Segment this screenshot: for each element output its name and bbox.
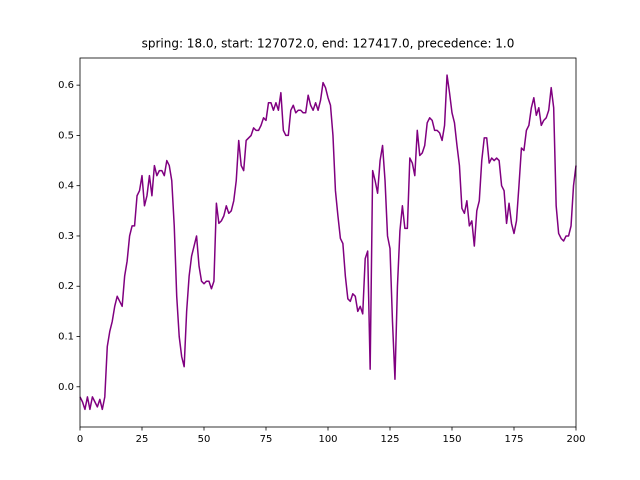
x-tick-label: 200 xyxy=(566,434,585,445)
x-tick-label: 100 xyxy=(318,434,337,445)
chart-title: spring: 18.0, start: 127072.0, end: 1274… xyxy=(142,37,515,51)
x-tick-label: 50 xyxy=(198,434,211,445)
y-tick-label: 0.3 xyxy=(58,231,74,242)
y-tick-label: 0.1 xyxy=(58,332,74,343)
x-tick-label: 150 xyxy=(442,434,461,445)
y-tick-label: 0.6 xyxy=(58,80,74,91)
y-tick-label: 0.0 xyxy=(58,382,74,393)
y-tick-label: 0.5 xyxy=(58,130,74,141)
y-tick-label: 0.2 xyxy=(58,281,74,292)
x-tick-label: 75 xyxy=(260,434,273,445)
data-line xyxy=(79,74,577,411)
x-tick-label: 0 xyxy=(77,434,83,445)
x-tick-label: 125 xyxy=(380,434,399,445)
x-tick-label: 175 xyxy=(504,434,523,445)
y-tick-label: 0.4 xyxy=(58,181,74,192)
x-tick-label: 25 xyxy=(136,434,149,445)
plot-frame xyxy=(79,57,577,428)
